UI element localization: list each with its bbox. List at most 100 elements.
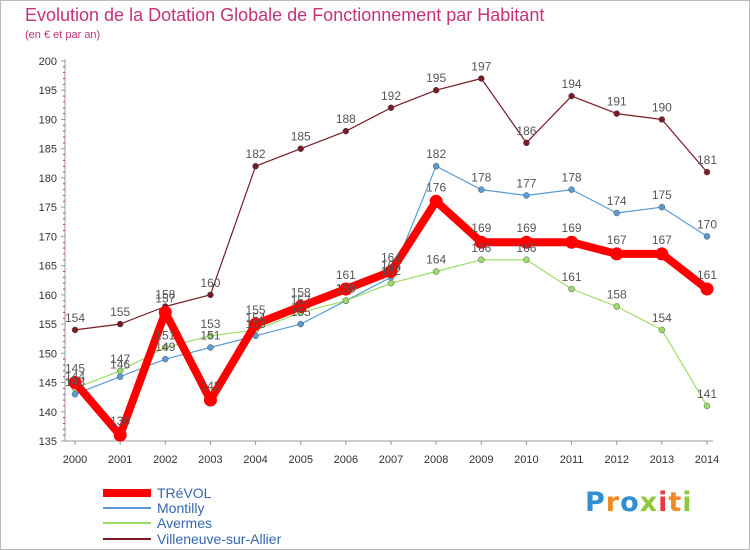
data-label-avermes: 161 (562, 270, 582, 284)
data-point-villeneuve (71, 326, 79, 334)
data-label-avermes: 151 (155, 328, 175, 342)
logo-letter: i (682, 487, 693, 518)
data-label-trevol: 145 (65, 362, 85, 376)
y-tick-label: 180 (39, 173, 57, 185)
data-point-villeneuve (252, 162, 259, 170)
data-label-villeneuve: 181 (697, 153, 717, 167)
data-point-villeneuve (613, 110, 620, 117)
data-label-montilly: 153 (246, 317, 266, 331)
data-label-avermes: 166 (471, 241, 491, 255)
data-point-montilly (116, 373, 124, 380)
data-point-montilly (658, 203, 666, 211)
x-tick-label: 2006 (334, 454, 358, 466)
data-point-trevol (474, 235, 488, 249)
data-label-avermes: 147 (110, 352, 130, 366)
data-label-avermes: 153 (200, 317, 220, 331)
data-label-trevol: 157 (155, 291, 175, 305)
data-point-montilly (703, 233, 711, 240)
data-label-villeneuve: 185 (291, 130, 311, 144)
data-point-avermes (162, 344, 169, 351)
data-label-avermes: 154 (652, 311, 672, 325)
y-tick-label: 190 (39, 114, 57, 126)
data-label-montilly: 151 (200, 328, 220, 342)
data-point-montilly (207, 344, 214, 351)
data-point-villeneuve (387, 104, 395, 112)
data-point-avermes (523, 256, 530, 264)
data-label-trevol: 142 (200, 379, 220, 393)
data-point-villeneuve (523, 139, 530, 147)
data-label-montilly: 178 (562, 171, 582, 185)
data-point-trevol (249, 317, 263, 331)
data-point-avermes (116, 367, 124, 375)
data-point-avermes (658, 326, 666, 334)
logo-letter: r (605, 487, 621, 518)
data-label-trevol: 169 (516, 221, 536, 235)
data-point-trevol (203, 393, 217, 407)
data-label-avermes: 144 (65, 369, 85, 383)
data-label-avermes: 164 (426, 252, 446, 266)
logo-letter: i (658, 487, 669, 518)
data-label-villeneuve: 191 (607, 95, 627, 109)
legend-label-avermes: Avermes (157, 515, 212, 531)
y-tick-label: 195 (39, 85, 57, 97)
data-point-villeneuve (568, 92, 575, 100)
data-label-villeneuve: 160 (200, 276, 220, 290)
chart-title: Evolution de la Dotation Globale de Fonc… (25, 5, 545, 25)
data-label-avermes: 159 (336, 282, 356, 296)
logo-letter: o (620, 487, 640, 518)
data-point-montilly (297, 320, 304, 328)
data-label-villeneuve: 158 (155, 288, 175, 302)
data-point-montilly (523, 192, 530, 199)
y-tick-label: 170 (39, 231, 57, 243)
data-label-trevol: 158 (291, 286, 311, 300)
chart-subtitle: (en € et par an) (25, 29, 101, 41)
legend-label-trevol: TRéVOL (157, 485, 212, 501)
y-tick-label: 160 (39, 290, 57, 302)
data-point-montilly (162, 355, 169, 363)
x-tick-label: 2008 (424, 454, 448, 466)
y-tick-label: 155 (39, 319, 57, 331)
data-point-avermes (432, 268, 440, 275)
data-label-villeneuve: 192 (381, 89, 401, 103)
logo-letter: t (668, 487, 683, 518)
data-point-trevol (519, 235, 533, 249)
data-label-montilly: 159 (336, 282, 356, 296)
data-point-trevol (68, 376, 82, 390)
y-tick-label: 175 (39, 202, 57, 214)
data-label-villeneuve: 186 (516, 124, 536, 138)
data-label-villeneuve: 194 (562, 77, 582, 91)
data-label-montilly: 175 (652, 188, 672, 202)
data-label-trevol: 169 (471, 221, 491, 235)
data-label-avermes: 157 (291, 293, 311, 307)
data-point-trevol (565, 235, 579, 249)
data-point-villeneuve (658, 116, 666, 123)
y-tick-label: 150 (39, 348, 57, 360)
x-tick-label: 2004 (243, 454, 267, 466)
x-tick-label: 2009 (469, 454, 493, 466)
data-point-avermes (703, 402, 711, 410)
data-label-avermes: 154 (246, 311, 266, 325)
data-label-trevol: 167 (652, 233, 672, 247)
x-tick-label: 2012 (604, 454, 628, 466)
y-tick-label: 165 (39, 261, 57, 273)
y-tick-label: 185 (39, 144, 57, 156)
data-point-trevol (294, 300, 308, 314)
data-point-trevol (339, 282, 353, 296)
legend-label-villeneuve: Villeneuve-sur-Allier (157, 531, 282, 547)
x-tick-label: 2001 (108, 454, 132, 466)
x-tick-label: 2011 (560, 454, 584, 466)
data-label-montilly: 182 (426, 147, 446, 161)
data-point-montilly (71, 390, 79, 398)
legend-label-montilly: Montilly (157, 500, 204, 516)
x-tick-label: 2007 (379, 454, 403, 466)
data-label-montilly: 178 (471, 171, 491, 185)
data-label-villeneuve: 182 (246, 147, 266, 161)
y-tick-label: 135 (39, 436, 57, 448)
data-point-montilly (568, 186, 575, 193)
data-label-villeneuve: 188 (336, 112, 356, 126)
data-point-avermes (568, 285, 575, 293)
data-label-villeneuve: 190 (652, 100, 672, 114)
data-point-villeneuve (432, 86, 440, 94)
data-label-avermes: 162 (381, 264, 401, 278)
